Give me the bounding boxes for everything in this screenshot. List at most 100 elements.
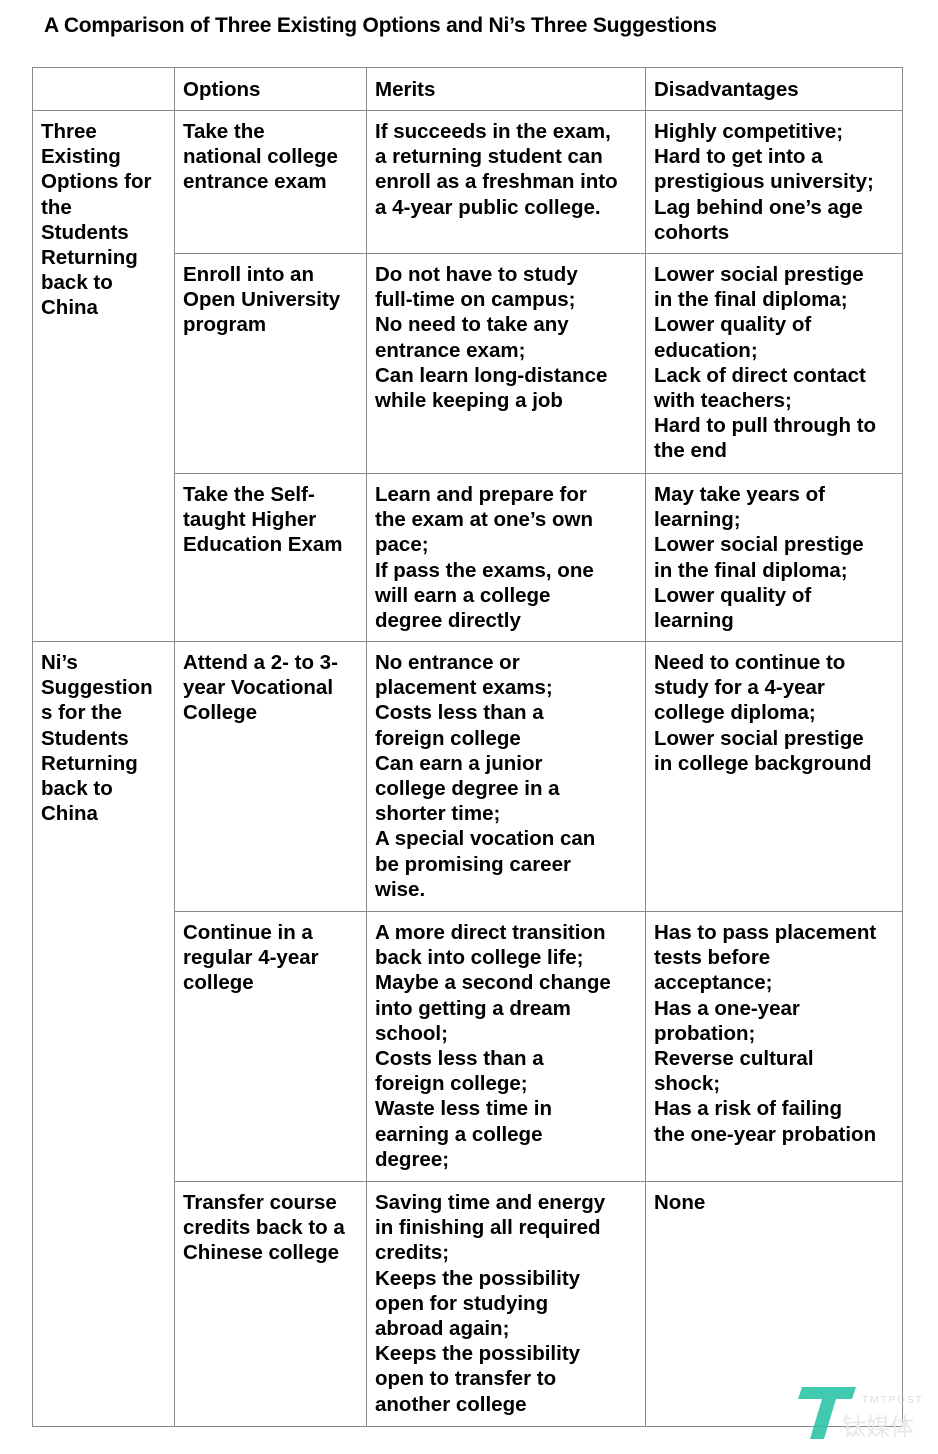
cell-text-line: Attend a 2- to 3- xyxy=(183,651,338,674)
cell-text-line: school; xyxy=(375,1021,448,1045)
cell-text-line: enroll as a freshman into xyxy=(375,170,618,194)
disadvantages-cell: Need to continue to study for a 4-year col… xyxy=(645,641,903,912)
disadvantages-cell: None xyxy=(645,1181,903,1427)
cell-text-line: Has to pass placement xyxy=(654,921,877,944)
cell-text-line: Ni’s xyxy=(41,651,78,674)
header-options: Options xyxy=(174,67,367,111)
document-title: A Comparison of Three Existing Options a… xyxy=(44,14,717,37)
merits-cell: If succeeds in the exam, a returning stud… xyxy=(366,110,646,254)
cell-text-line: Lag behind one’s age xyxy=(654,195,863,219)
cell-text-line: full-time on campus; xyxy=(375,288,576,312)
cell-text-line: China xyxy=(41,296,98,320)
disadvantages-cell: Has to pass placement tests before accepta… xyxy=(645,911,903,1182)
cell-text-line: No entrance or xyxy=(375,651,520,674)
cell-text-line: wise. xyxy=(375,877,426,901)
cell-text-line: Lower quality of xyxy=(654,313,812,337)
cell-text-line: in college background xyxy=(654,751,872,775)
cell-text-line: college diploma; xyxy=(654,701,816,725)
cell-text-line: s for the xyxy=(41,701,122,725)
cell-text-line: Keeps the possibility xyxy=(375,1342,581,1366)
cell-text-line: study for a 4-year xyxy=(654,676,825,700)
svg-text:TMTPOST: TMTPOST xyxy=(862,1395,924,1406)
disadvantages-cell: Highly competitive; Hard to get into a pre… xyxy=(645,110,903,254)
cell-text-line: in the final diploma; xyxy=(654,288,848,312)
merits-cell: A more direct transition back into colleg… xyxy=(366,911,646,1182)
cell-text-line: entrance exam xyxy=(183,170,327,194)
cell-text-line: Lower social prestige xyxy=(654,533,864,557)
cell-text-line: taught Higher xyxy=(183,508,317,532)
cell-text-line: College xyxy=(183,701,258,725)
cell-text-line: credits back to a xyxy=(183,1216,345,1240)
cell-text-line: earning a college xyxy=(375,1122,543,1146)
tmtpost-logo-watermark: TMTPOST 钛媒体 xyxy=(798,1387,924,1441)
group-label-existing-options: Three Existing Options for the Students Retur… xyxy=(32,110,175,642)
cell-text-line: learning; xyxy=(654,508,741,532)
cell-text-line: A more direct transition xyxy=(375,921,606,944)
header-disadvantages: Disadvantages xyxy=(645,67,903,111)
cell-text-line: Transfer course xyxy=(183,1191,337,1214)
cell-text-line: Existing xyxy=(41,145,121,169)
cell-text-line: Learn and prepare for xyxy=(375,483,587,506)
cell-text-line: A special vocation can xyxy=(375,827,596,851)
svg-text:钛媒体: 钛媒体 xyxy=(842,1413,914,1441)
cell-text-line: Education Exam xyxy=(183,533,343,557)
cell-text-line: Saving time and energy xyxy=(375,1191,606,1214)
cell-text-line: Lower social prestige xyxy=(654,726,864,750)
disadvantages-cell: Lower social prestige in the final diplom… xyxy=(645,253,903,474)
cell-text-line: Need to continue to xyxy=(654,651,846,674)
cell-text-line: Highly competitive; xyxy=(654,120,844,143)
merits-cell: No entrance or placement exams; Costs less… xyxy=(366,641,646,912)
cell-text-line: Options xyxy=(183,78,261,101)
cell-text-line: Lower social prestige xyxy=(654,263,864,286)
cell-text-line: Options for xyxy=(41,170,152,194)
cell-text-line: Chinese college xyxy=(183,1241,340,1265)
cell-text-line: Has a one-year xyxy=(654,996,800,1020)
cell-text-line: Open University xyxy=(183,288,341,312)
cell-text-line: Enroll into an xyxy=(183,263,314,286)
cell-text-line: No need to take any xyxy=(375,313,569,337)
cell-text-line: Take the Self- xyxy=(183,483,315,506)
cell-text-line: Students xyxy=(41,726,129,750)
cell-text-line: foreign college; xyxy=(375,1072,528,1096)
cell-text-line: Continue in a xyxy=(183,921,313,944)
cell-text-line: Do not have to study xyxy=(375,263,578,286)
cell-text-line: back into college life; xyxy=(375,946,584,970)
cell-text-line: shock; xyxy=(654,1072,721,1096)
cell-text-line: be promising career xyxy=(375,852,571,876)
cell-text-line: Returning xyxy=(41,751,138,775)
group-label-ni-suggestions: Ni’s Suggestion s for the Students Returning… xyxy=(32,641,175,1427)
cell-text-line: abroad again; xyxy=(375,1317,510,1341)
cell-text-line: Take the xyxy=(183,120,265,143)
cell-text-line: national college xyxy=(183,145,338,169)
cell-text-line: Merits xyxy=(375,78,436,101)
cell-text-line: in finishing all required xyxy=(375,1216,601,1240)
merits-cell: Do not have to study full-time on campus;… xyxy=(366,253,646,474)
cell-text-line: foreign college xyxy=(375,726,521,750)
cell-text-line: entrance exam; xyxy=(375,338,526,362)
cell-text-line: acceptance; xyxy=(654,971,773,995)
cell-text-line: program xyxy=(183,313,267,337)
cell-text-line: the one-year probation xyxy=(654,1122,877,1146)
cell-text-line: cohorts xyxy=(654,220,730,244)
cell-text-line: another college xyxy=(375,1392,527,1416)
cell-text-line: Lack of direct contact xyxy=(654,363,866,387)
cell-text-line: regular 4-year xyxy=(183,946,319,970)
cell-text-line: None xyxy=(654,1191,706,1214)
cell-text-line: education; xyxy=(654,338,758,362)
cell-text-line: Waste less time in xyxy=(375,1097,552,1121)
cell-text-line: shorter time; xyxy=(375,802,501,826)
cell-text-line: credits; xyxy=(375,1241,450,1265)
cell-text-line: open to transfer to xyxy=(375,1367,557,1391)
cell-text-line: with teachers; xyxy=(654,389,792,413)
cell-text-line: Three xyxy=(41,120,97,143)
cell-text-line: open for studying xyxy=(375,1291,549,1315)
cell-text-line: Hard to get into a xyxy=(654,145,823,169)
cell-text-line: will earn a college xyxy=(375,583,551,607)
cell-text-line: college xyxy=(183,971,254,995)
cell-text-line: back to xyxy=(41,271,113,295)
cell-text-line: the end xyxy=(654,439,727,463)
option-cell: Take the Self-taught Higher Education Exa… xyxy=(174,473,367,642)
cell-text-line: back to xyxy=(41,777,113,801)
cell-text-line: year Vocational xyxy=(183,676,334,700)
cell-text-line: a returning student can xyxy=(375,145,603,169)
